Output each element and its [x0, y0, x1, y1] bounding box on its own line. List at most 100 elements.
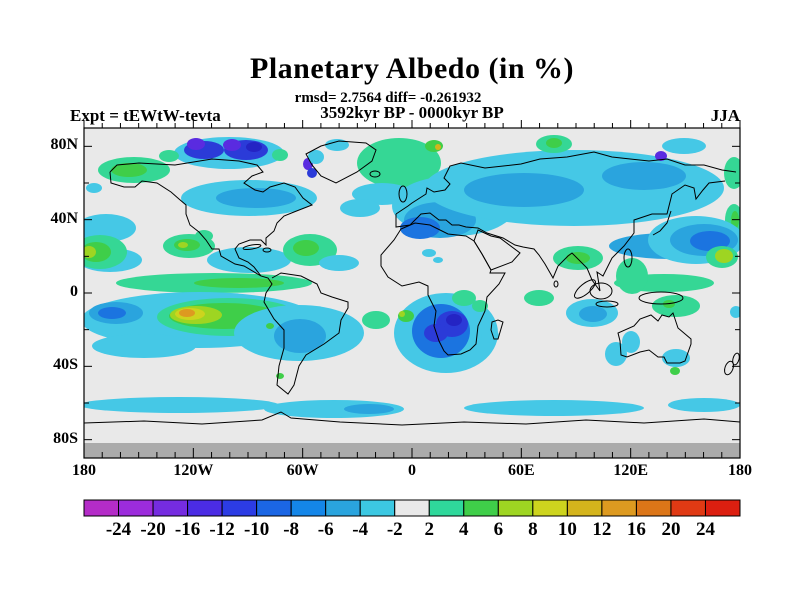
contour-blob-teal	[272, 149, 288, 161]
contour-blob-green	[276, 373, 284, 379]
contour-blob-sky	[216, 188, 296, 208]
y-axis-tick-label: 40N	[50, 209, 78, 227]
coastline-path	[84, 411, 740, 426]
coastline-path	[305, 140, 377, 184]
coastline-path	[395, 151, 737, 215]
experiment-label: Expt = tEWtW-tevta	[70, 106, 221, 125]
coastline-path	[490, 319, 504, 340]
contour-blob-ygreen	[178, 242, 188, 248]
island-outline	[732, 352, 740, 366]
contour-blob-teal	[195, 230, 213, 242]
contour-blob-teal	[724, 157, 740, 189]
contour-blob-teal	[357, 138, 441, 188]
contour-blob-cyan	[84, 397, 279, 413]
contour-blob-navy	[446, 314, 462, 326]
contour-blob-green	[111, 163, 147, 177]
contour-blob-teal	[652, 295, 700, 317]
contour-blob-cyan	[325, 139, 349, 151]
contour-blob-cyan	[422, 249, 436, 257]
contour-blob-cyan	[668, 398, 740, 412]
colorbar-cell	[290, 499, 327, 517]
contour-blob-indigo	[187, 138, 205, 150]
contour-blob-teal	[159, 150, 179, 162]
colorbar-cell	[428, 499, 465, 517]
contour-blob-cyan	[481, 329, 499, 343]
colorbar-tick-label: -16	[174, 519, 201, 540]
contour-blob-green	[266, 323, 274, 329]
colorbar-tick-label: 12	[592, 519, 612, 540]
colorbar-cell	[497, 499, 534, 517]
colorbar-cell	[325, 499, 361, 517]
contour-blob-sky	[579, 306, 607, 322]
contour-blob-cyan	[319, 255, 359, 271]
contour-blob-blue	[690, 231, 730, 251]
y-axis-tick-label: 40S	[53, 356, 78, 374]
colorbar	[83, 499, 741, 517]
contour-blob-blue	[98, 307, 126, 319]
island-outline	[638, 291, 684, 305]
contour-blob-navy	[246, 142, 262, 152]
coastline-path	[652, 210, 672, 236]
contour-blob-blue	[400, 217, 440, 239]
colorbar-tick-label: 2	[424, 519, 435, 540]
contour-blob-sky	[344, 404, 394, 414]
contour-blob-green	[670, 367, 680, 375]
coastline-path	[395, 180, 726, 292]
x-axis-tick-label: 60E	[507, 462, 535, 479]
colorbar-tick-label: -24	[105, 519, 132, 540]
island-outline	[574, 279, 596, 299]
contour-blob-gold	[435, 144, 441, 150]
island-outline	[262, 247, 272, 253]
contour-blob-sky	[464, 173, 584, 207]
contour-blob-teal	[472, 300, 488, 312]
contour-blob-cyan	[605, 342, 627, 366]
island-outline	[242, 243, 262, 251]
colorbar-tick-label: -6	[317, 519, 334, 540]
coastline-layer	[84, 140, 740, 426]
colorbar-cell	[463, 499, 499, 517]
colorbar-cell	[635, 499, 672, 517]
colorbar-cell	[359, 499, 396, 517]
colorbar-tick-label: 24	[695, 519, 715, 540]
contour-blob-green	[566, 252, 590, 264]
colorbar-cell	[670, 499, 706, 517]
island-outline	[623, 248, 633, 268]
contour-blob-teal	[362, 311, 390, 329]
contour-blob-orange	[179, 309, 195, 317]
colorbar-tick-label: 6	[493, 519, 504, 540]
contour-blob-cyan	[433, 257, 443, 263]
colorbar-tick-label: 10	[557, 519, 577, 540]
colorbar-cell	[118, 499, 154, 517]
y-axis-tick-label: 0	[70, 283, 78, 300]
x-axis-tick-label: 0	[408, 462, 416, 479]
colorbar-tick-label: -10	[243, 519, 270, 540]
axis-ticks	[83, 120, 741, 458]
contour-blob-green	[546, 138, 562, 148]
contour-blob-cyan	[92, 334, 196, 358]
contour-blob-cyan	[622, 331, 640, 353]
contour-blob-cyan	[86, 183, 102, 193]
colorbar-cell	[256, 499, 292, 517]
colorbar-tick-label: 8	[528, 519, 538, 540]
period-line: 3592kyr BP - 0000kyr BP	[320, 103, 504, 122]
colorbar-tick-label: -12	[209, 519, 235, 540]
contour-fill-layer	[84, 135, 740, 418]
colorbar-tick-label: -20	[140, 519, 166, 540]
x-axis-tick-label: 180	[728, 462, 752, 479]
colorbar-tick-label: 4	[459, 519, 469, 540]
stats-line: rmsd= 2.7564 diff= -0.261932	[294, 90, 482, 106]
colorbar-cell	[152, 499, 189, 517]
contour-blob-cyan	[207, 247, 291, 273]
x-axis-tick-label: 120W	[173, 462, 214, 479]
contour-blob-sky	[274, 319, 326, 353]
island-outline	[369, 170, 381, 178]
colorbar-cell	[704, 499, 741, 517]
contour-blob-indigo	[655, 151, 667, 161]
colorbar-cell	[394, 499, 430, 517]
contour-blob-indigo	[223, 139, 241, 151]
x-axis-tick-label: 60W	[286, 462, 319, 479]
colorbar-cell	[601, 499, 637, 517]
colorbar-tick-label: -4	[352, 519, 369, 540]
contour-blob-green	[194, 278, 284, 288]
